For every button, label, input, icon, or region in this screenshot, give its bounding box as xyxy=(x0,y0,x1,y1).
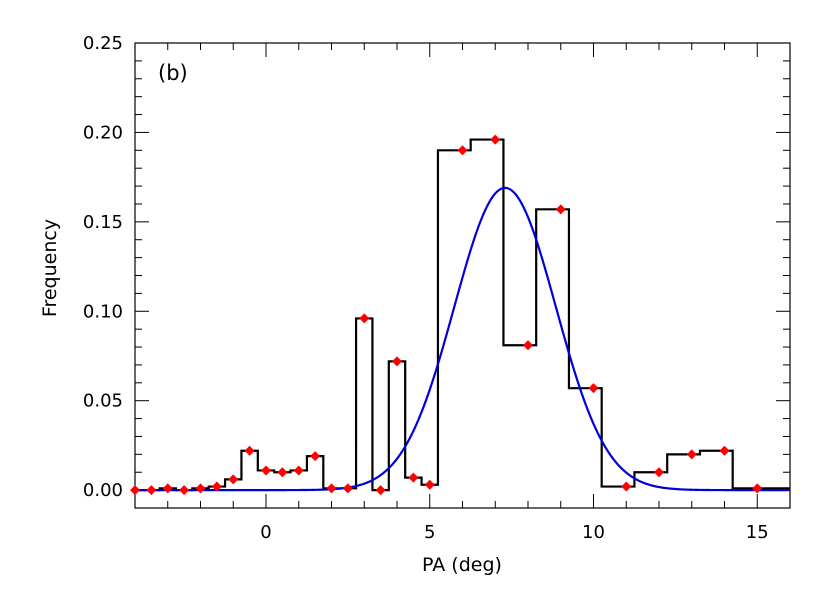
ticks-group: 0 5 10 15 0.00 0.05 0.10 0.15 0.20 0.25 xyxy=(83,33,791,543)
data-point-marker xyxy=(326,483,337,494)
data-point-marker xyxy=(195,483,206,494)
data-point-marker xyxy=(293,465,304,476)
data-point-marker xyxy=(424,479,435,490)
data-point-marker xyxy=(162,483,173,494)
x-tick-label: 10 xyxy=(582,522,605,543)
x-tick-label: 15 xyxy=(746,522,769,543)
y-tick-label: 0.05 xyxy=(83,391,123,412)
data-point-marker xyxy=(130,485,140,496)
y-tick-label: 0.10 xyxy=(83,301,123,322)
curve-group xyxy=(135,186,790,492)
data-point-marker xyxy=(457,145,468,156)
data-point-marker xyxy=(654,467,664,478)
data-point-marker xyxy=(310,451,321,462)
y-tick-label: 0.00 xyxy=(83,480,123,501)
data-point-marker xyxy=(342,483,353,494)
data-point-marker xyxy=(719,445,730,456)
data-point-marker xyxy=(261,465,271,476)
data-point-marker xyxy=(490,134,501,145)
data-point-marker xyxy=(408,472,419,483)
data-point-marker xyxy=(228,474,239,485)
y-tick-label: 0.20 xyxy=(83,122,123,143)
x-tick-label: 5 xyxy=(424,522,435,543)
histogram-steps xyxy=(135,138,790,492)
data-point-marker xyxy=(555,204,566,215)
data-point-marker xyxy=(244,445,255,456)
y-tick-label: 0.15 xyxy=(83,212,123,233)
data-point-marker xyxy=(752,483,763,494)
y-axis-title: Frequency xyxy=(39,219,61,317)
histogram-group xyxy=(135,138,790,492)
data-point-marker xyxy=(146,485,157,496)
data-point-marker xyxy=(277,467,288,478)
data-point-marker xyxy=(686,449,697,460)
gaussian-fit-curve xyxy=(135,186,790,492)
data-point-marker xyxy=(621,481,632,492)
data-point-marker xyxy=(523,340,533,351)
x-axis-title: PA (deg) xyxy=(422,554,502,576)
panel-label: (b) xyxy=(158,61,188,85)
data-point-marker xyxy=(211,481,222,492)
data-point-marker xyxy=(392,356,402,367)
points-group xyxy=(130,134,763,496)
labels-group: (b) PA (deg) Frequency xyxy=(39,61,502,576)
y-tick-label: 0.25 xyxy=(83,33,123,54)
data-point-marker xyxy=(179,485,190,496)
x-tick-label: 0 xyxy=(260,522,271,543)
data-point-marker xyxy=(375,485,386,496)
data-point-marker xyxy=(588,383,599,394)
data-point-marker xyxy=(359,313,370,324)
